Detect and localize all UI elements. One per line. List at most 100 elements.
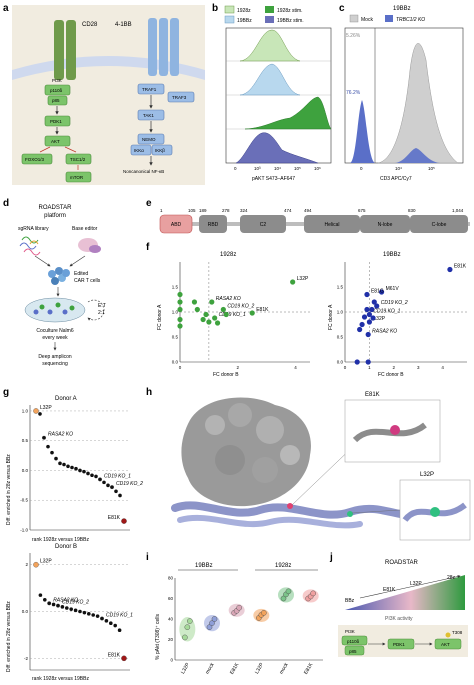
panel-g-letter: g bbox=[3, 387, 9, 398]
panel-a: a CD28 4-1BB PI3K p110δ p85 PDK1 AKT FOX… bbox=[3, 3, 205, 185]
nemo-node bbox=[137, 133, 165, 145]
i-plot: 0 20 40 60 80 L32P mock E81K L32P mock E81K bbox=[168, 576, 323, 676]
panel-g: g Donor A Donor B -1.0 -0.5 0.0 0.5 1.0 L32P R… bbox=[3, 387, 143, 682]
d-coculture-2: every week bbox=[42, 335, 68, 341]
x-tick-label: L32P bbox=[254, 661, 265, 675]
j-p110: p110δ bbox=[347, 639, 360, 644]
y-tick-label: -1.0 bbox=[20, 528, 28, 533]
scatter-point bbox=[366, 311, 372, 318]
rank-label: CD19 KO_2 bbox=[116, 481, 143, 487]
tak1-node bbox=[137, 109, 165, 121]
p110-label: p110δ bbox=[50, 88, 63, 93]
domain-helical-label: Helical bbox=[324, 222, 339, 228]
rank-point bbox=[110, 485, 114, 490]
41bb-receptor-2 bbox=[159, 18, 168, 76]
rank-point bbox=[113, 623, 117, 628]
x-tick-label: 1 bbox=[368, 365, 371, 370]
rank-point bbox=[90, 473, 94, 478]
scatter-point bbox=[364, 306, 370, 313]
scatter-point bbox=[223, 311, 229, 318]
i-group-19bbz: 19BBz bbox=[195, 563, 213, 569]
rank-point bbox=[82, 610, 87, 615]
y-tick-label: 60 bbox=[168, 596, 174, 601]
b-xlabel: pAKT S473–AF647 bbox=[252, 176, 295, 182]
x-tick-label: 0 bbox=[179, 365, 182, 370]
d-edited-2: CAR T cells bbox=[74, 278, 101, 284]
ikka-label: IKKα bbox=[134, 148, 144, 153]
c-tick-0: 0 bbox=[360, 166, 363, 171]
point-label: CD19 KO_1 bbox=[373, 309, 400, 315]
rank-point bbox=[47, 601, 52, 606]
data-point bbox=[280, 595, 287, 602]
f-left-xlabel: FC donor B bbox=[213, 372, 239, 378]
rank-label: CD19 KO_1 bbox=[104, 473, 131, 479]
panel-e: e ABD RBD C2 Helical N-lobe C-lobe 1 105… bbox=[146, 198, 470, 234]
rank-point bbox=[87, 612, 91, 616]
scatter-point bbox=[200, 316, 206, 323]
h-e81k-label: E81K bbox=[365, 392, 380, 398]
d-base-editor: Base editor bbox=[72, 226, 98, 232]
rank-point bbox=[78, 468, 82, 473]
d-et-2: 2:1 bbox=[98, 310, 105, 316]
scatter-point bbox=[361, 314, 368, 320]
point-label: M61V bbox=[386, 286, 400, 292]
legend-1928z-stim-swatch bbox=[265, 6, 274, 13]
x-tick-label: 3 bbox=[417, 365, 420, 370]
point-label: RASA2 KO bbox=[372, 329, 397, 335]
panel-i-letter: i bbox=[146, 552, 149, 563]
j-e81k: E81K bbox=[383, 587, 396, 593]
j-activity-gradient bbox=[345, 575, 465, 610]
d-edited-1: Edited bbox=[74, 271, 88, 277]
traf1-node bbox=[137, 83, 165, 95]
hist-19bbz-stim bbox=[235, 132, 319, 164]
x-tick-label: E81K bbox=[303, 661, 315, 675]
pi3k-label: PI3K bbox=[52, 78, 62, 83]
point-label: CD19 KO_2 bbox=[227, 304, 254, 310]
f-right-xlabel: FC donor B bbox=[378, 372, 404, 378]
rank-point bbox=[121, 655, 127, 662]
scatter-point bbox=[209, 299, 215, 305]
rank-point bbox=[38, 412, 42, 416]
pos-675: 675 bbox=[358, 208, 366, 213]
rank-label: L32P bbox=[40, 559, 52, 565]
j-activity: PI3K activity bbox=[385, 616, 413, 622]
domain-clobe bbox=[410, 215, 468, 233]
c-pct-ko: 76.2% bbox=[346, 90, 361, 96]
rank-label: E81K bbox=[108, 515, 121, 521]
rank-point bbox=[50, 450, 54, 455]
41bb-label: 4-1BB bbox=[115, 22, 132, 28]
rank-label: L32P bbox=[40, 405, 52, 411]
rank-point bbox=[70, 465, 74, 470]
j-phospho-icon bbox=[445, 632, 451, 638]
scatter-point bbox=[374, 303, 380, 309]
point-label: CD19 KO_2 bbox=[381, 300, 408, 306]
x-tick-label: E81K bbox=[229, 661, 241, 675]
point-label: CD19 KO_1 bbox=[219, 312, 246, 318]
y-tick-label: 1.5 bbox=[172, 285, 179, 290]
rank-point bbox=[78, 609, 82, 614]
domain-c2 bbox=[240, 215, 286, 233]
data-point bbox=[182, 634, 188, 641]
j-l32p: L32P bbox=[410, 581, 422, 587]
data-point bbox=[285, 588, 292, 595]
rank-label: RASA2 KO bbox=[48, 432, 73, 438]
p110-node bbox=[44, 84, 71, 96]
data-point bbox=[206, 624, 213, 631]
d-deep-1: Deep amplicon bbox=[38, 354, 72, 360]
d-arrow-2 bbox=[69, 255, 86, 267]
scatter-point bbox=[369, 306, 375, 313]
rank-point bbox=[58, 461, 62, 466]
scatter-point bbox=[177, 291, 183, 298]
scatter-point bbox=[364, 291, 370, 298]
scatter-point bbox=[220, 306, 226, 313]
scatter-point bbox=[177, 323, 183, 329]
traf3-node bbox=[167, 91, 195, 103]
pos-830: 830 bbox=[408, 208, 416, 213]
cd28-receptor-2 bbox=[66, 20, 76, 80]
panel-a-letter: a bbox=[3, 3, 9, 14]
nfkb-label: Noncanonical NF-κB bbox=[123, 169, 164, 174]
h-zoom-line-2 bbox=[351, 509, 401, 514]
tsc-label: TSC1/2 bbox=[70, 157, 86, 162]
rank-point bbox=[33, 561, 39, 568]
